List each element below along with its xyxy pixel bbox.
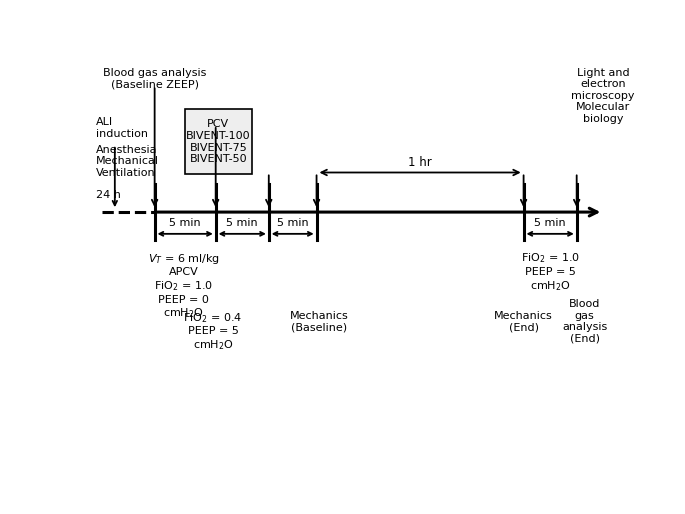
Text: 1 hr: 1 hr xyxy=(408,156,432,169)
Text: Mechanics
(Baseline): Mechanics (Baseline) xyxy=(290,311,349,333)
Text: PCV
BIVENT-100
BIVENT-75
BIVENT-50: PCV BIVENT-100 BIVENT-75 BIVENT-50 xyxy=(186,119,251,164)
Text: Light and
electron
microscopy
Molecular
biology: Light and electron microscopy Molecular … xyxy=(571,68,635,124)
Text: 5 min: 5 min xyxy=(169,218,201,228)
Text: 24 h: 24 h xyxy=(96,190,121,200)
Text: $V_T$ = 6 ml/kg
APCV
FiO$_2$ = 1.0
PEEP = 0
cmH$_2$O: $V_T$ = 6 ml/kg APCV FiO$_2$ = 1.0 PEEP … xyxy=(148,252,220,320)
Text: ALI
induction: ALI induction xyxy=(96,117,148,139)
Text: Anesthesia
Mechanical
Ventilation: Anesthesia Mechanical Ventilation xyxy=(96,145,159,178)
Text: FiO$_2$ = 1.0
PEEP = 5
cmH$_2$O: FiO$_2$ = 1.0 PEEP = 5 cmH$_2$O xyxy=(521,252,580,293)
FancyBboxPatch shape xyxy=(185,109,251,174)
Text: 5 min: 5 min xyxy=(277,218,308,228)
Text: Blood gas analysis
(Baseline ZEEP): Blood gas analysis (Baseline ZEEP) xyxy=(103,68,206,89)
Text: Blood
gas
analysis
(End): Blood gas analysis (End) xyxy=(562,299,608,344)
Text: FiO$_2$ = 0.4
PEEP = 5
cmH$_2$O: FiO$_2$ = 0.4 PEEP = 5 cmH$_2$O xyxy=(184,311,242,352)
Text: Mechanics
(End): Mechanics (End) xyxy=(494,311,553,333)
Text: 5 min: 5 min xyxy=(534,218,566,228)
Text: 5 min: 5 min xyxy=(227,218,258,228)
